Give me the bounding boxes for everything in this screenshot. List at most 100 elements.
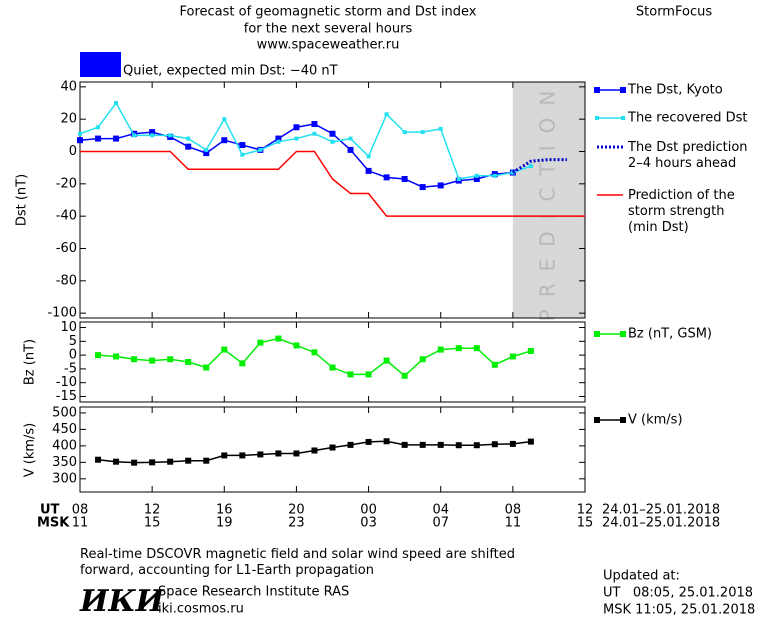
marker <box>185 143 192 150</box>
legend-marker <box>595 116 599 120</box>
marker <box>113 353 120 360</box>
marker <box>275 450 282 457</box>
marker <box>167 458 174 465</box>
marker <box>221 452 228 459</box>
x-tick-label-msk: 15 <box>577 516 594 531</box>
y-tick-label: 300 <box>52 471 77 486</box>
marker <box>329 130 336 137</box>
marker <box>293 450 300 457</box>
marker <box>473 345 480 352</box>
updated-label: Updated at: <box>603 569 680 584</box>
prediction-region <box>512 82 585 318</box>
marker <box>420 130 425 135</box>
marker <box>401 175 408 182</box>
plot-frame <box>79 321 586 403</box>
title: for the next several hours <box>244 22 413 37</box>
marker <box>203 364 210 371</box>
marker <box>437 346 444 353</box>
marker <box>473 175 480 182</box>
marker <box>438 126 443 131</box>
marker <box>329 444 336 451</box>
marker <box>384 112 389 117</box>
marker <box>221 346 228 353</box>
logo: ИКИ <box>79 584 166 619</box>
marker <box>203 457 210 464</box>
date-range-msk: 24.01–25.01.2018 <box>602 516 720 531</box>
legend-marker <box>621 116 625 120</box>
y-tick-label: -60 <box>56 241 77 256</box>
marker <box>95 352 102 359</box>
marker <box>95 456 102 463</box>
marker <box>78 131 82 136</box>
marker <box>167 356 174 363</box>
y-tick-label: 350 <box>52 455 77 470</box>
marker <box>186 136 191 141</box>
x-tick-label: 00 <box>360 503 377 518</box>
y-tick-label: -40 <box>56 209 77 224</box>
y-tick-label: 450 <box>52 422 77 437</box>
marker <box>132 133 137 138</box>
marker <box>185 359 192 365</box>
marker <box>240 152 245 157</box>
marker <box>419 356 426 363</box>
y-tick-label: -5 <box>64 361 77 376</box>
marker <box>221 137 228 144</box>
x-tick-label: 16 <box>216 503 233 518</box>
marker <box>239 360 246 367</box>
marker <box>491 441 498 448</box>
legend-marker <box>620 87 626 93</box>
marker <box>402 130 407 135</box>
marker <box>275 335 282 342</box>
x-tick-label: 20 <box>288 503 305 518</box>
marker <box>455 442 462 449</box>
x-label-ut: UT <box>40 503 60 518</box>
title: Forecast of geomagnetic storm and Dst in… <box>179 5 476 20</box>
updated-ut: UT 08:05, 25.01.2018 <box>603 586 753 601</box>
marker <box>437 441 444 448</box>
y-tick-label: 40 <box>60 79 77 94</box>
site: www.spaceweather.ru <box>257 38 400 53</box>
marker <box>96 125 101 130</box>
marker <box>527 438 534 445</box>
marker <box>365 371 372 378</box>
y-tick-label: 500 <box>52 405 77 420</box>
status: Quiet, expected min Dst: −40 nT <box>123 64 338 79</box>
marker <box>257 451 264 458</box>
x-tick-label: 08 <box>72 503 89 518</box>
url: iki.cosmos.ru <box>158 602 244 617</box>
marker <box>491 361 498 368</box>
x-tick-label-msk: 03 <box>360 516 377 531</box>
marker <box>528 164 533 169</box>
series-line <box>80 150 585 217</box>
y-axis-label: V (km/s) <box>23 423 38 478</box>
legend-label: The Dst, Kyoto <box>627 83 723 98</box>
marker <box>419 441 426 448</box>
legend-label: V (km/s) <box>628 413 683 428</box>
x-tick-label-msk: 11 <box>72 516 89 531</box>
y-axis-label: Bz (nT) <box>23 339 38 385</box>
marker <box>257 339 264 346</box>
series-line <box>79 123 513 188</box>
plot-frame <box>79 81 586 319</box>
marker <box>222 117 227 122</box>
x-tick-label: 08 <box>505 503 522 518</box>
legend-marker <box>594 417 600 423</box>
marker <box>474 173 479 178</box>
marker <box>366 154 371 159</box>
legend-label: Bz (nT, GSM) <box>628 327 712 342</box>
marker <box>239 452 246 459</box>
marker <box>114 101 119 106</box>
status-swatch <box>80 52 121 77</box>
marker <box>437 182 444 189</box>
marker <box>275 135 282 142</box>
marker <box>149 129 156 136</box>
series-line <box>97 337 532 377</box>
y-tick-label: 400 <box>52 438 77 453</box>
marker <box>509 440 516 447</box>
legend-marker <box>594 331 600 337</box>
marker <box>401 372 408 379</box>
brand: StormFocus <box>636 5 712 20</box>
marker <box>329 364 336 371</box>
marker <box>95 135 102 142</box>
